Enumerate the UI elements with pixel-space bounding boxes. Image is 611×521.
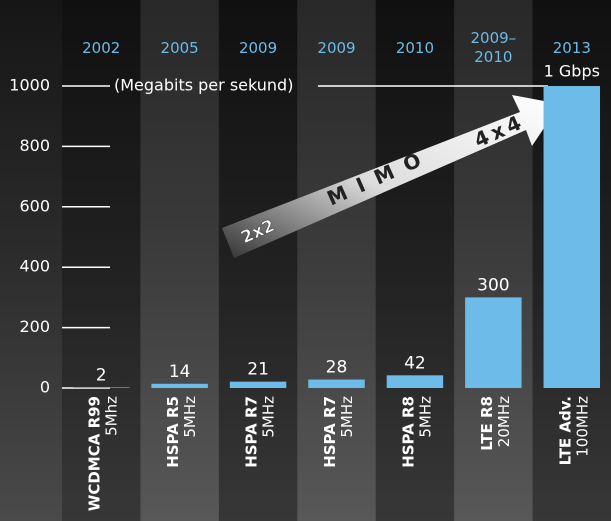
bandwidth-label: 5MHz: [260, 396, 278, 438]
category-label: LTE Adv.: [556, 396, 574, 465]
chart-svg: 2x2 MIMO 4x4 02004006008001000(Megabits …: [0, 0, 611, 521]
bar: [544, 86, 600, 388]
bar: [308, 380, 364, 388]
year-label: 2009–2010: [468, 29, 518, 67]
unit-label: (Megabits per sekund): [114, 76, 293, 95]
year-label: 2010: [390, 39, 440, 58]
category-label: WCDMCA R99: [86, 396, 104, 511]
value-label: 42: [404, 353, 426, 373]
bandwidth-label: 20MHz: [495, 396, 513, 447]
bandwidth-label: 5MHz: [181, 396, 199, 438]
bar: [465, 297, 521, 388]
year-label: 2002: [76, 39, 126, 58]
year-label: 2013: [547, 39, 597, 58]
year-label: 2009: [233, 39, 283, 58]
value-label: 2: [96, 365, 107, 385]
y-tick-label: 600: [19, 196, 50, 215]
bandwidth-label: 5MHz: [416, 396, 434, 438]
year-label: 2005: [155, 39, 205, 58]
value-label: 300: [477, 275, 509, 295]
bar: [73, 387, 129, 388]
value-label: 14: [169, 362, 191, 382]
bandwidth-label: 100MHz: [573, 396, 591, 457]
category-label: LTE R8: [478, 396, 496, 451]
category-label: HSPA R7: [243, 396, 261, 468]
value-label: 1 Gbps: [544, 62, 600, 81]
category-label: HSPA R8: [399, 396, 417, 468]
y-tick-label: 0: [40, 378, 50, 397]
year-label: 2009: [312, 39, 362, 58]
chart: 2x2 MIMO 4x4 02004006008001000(Megabits …: [0, 0, 611, 521]
y-tick-label: 1000: [9, 76, 50, 95]
value-label: 28: [326, 358, 348, 378]
bar: [230, 382, 286, 388]
y-tick-label: 800: [19, 136, 50, 155]
category-label: HSPA R7: [321, 396, 339, 468]
bar: [151, 384, 207, 388]
category-label: HSPA R5: [164, 396, 182, 468]
y-tick-label: 200: [19, 317, 50, 336]
y-tick-label: 400: [19, 257, 50, 276]
bar: [387, 375, 443, 388]
bandwidth-label: 5Mhz: [103, 396, 121, 436]
bandwidth-label: 5MHz: [338, 396, 356, 438]
value-label: 21: [247, 360, 269, 380]
